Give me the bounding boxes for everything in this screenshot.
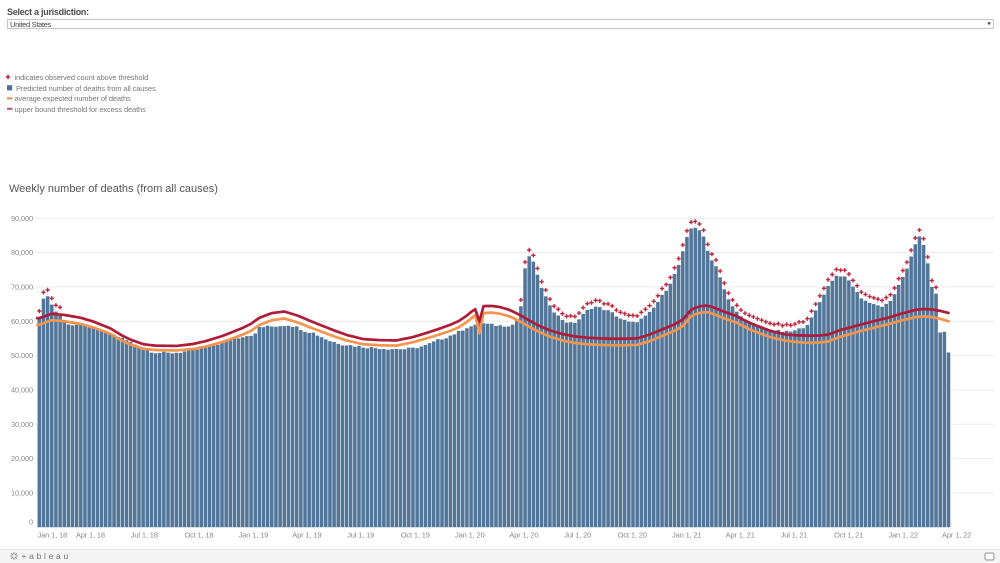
svg-text:Jan 1, 21: Jan 1, 21 [672,531,702,540]
svg-text:Apr 1, 20: Apr 1, 20 [509,531,538,540]
svg-text:Jan 1, 20: Jan 1, 20 [455,531,485,540]
svg-text:20,000: 20,000 [11,454,33,463]
svg-text:Apr 1, 22: Apr 1, 22 [942,531,971,540]
svg-text:Oct 1, 19: Oct 1, 19 [401,531,430,540]
svg-text:Oct 1, 20: Oct 1, 20 [618,531,647,540]
svg-text:0: 0 [29,518,33,527]
svg-text:Apr 1, 21: Apr 1, 21 [726,531,755,540]
svg-text:Jul 1, 20: Jul 1, 20 [564,531,591,540]
svg-text:Oct 1, 18: Oct 1, 18 [184,531,213,540]
svg-text:Jul 1, 18: Jul 1, 18 [131,531,158,540]
svg-text:50,000: 50,000 [11,351,33,360]
svg-text:80,000: 80,000 [11,248,33,257]
svg-text:60,000: 60,000 [11,317,33,326]
svg-text:Jan 1, 18: Jan 1, 18 [38,531,68,540]
svg-text:Jan 1, 22: Jan 1, 22 [888,531,918,540]
svg-text:Apr 1, 18: Apr 1, 18 [76,531,105,540]
svg-text:Jan 1, 19: Jan 1, 19 [239,531,269,540]
svg-text:Jul 1, 19: Jul 1, 19 [347,531,374,540]
svg-text:40,000: 40,000 [11,386,33,395]
svg-text:30,000: 30,000 [11,420,33,429]
svg-text:Oct 1, 21: Oct 1, 21 [834,531,863,540]
svg-text:10,000: 10,000 [11,489,33,498]
svg-text:Apr 1, 19: Apr 1, 19 [292,531,321,540]
svg-text:70,000: 70,000 [11,283,33,292]
svg-text:90,000: 90,000 [11,214,33,223]
svg-text:Jul 1, 21: Jul 1, 21 [781,531,808,540]
